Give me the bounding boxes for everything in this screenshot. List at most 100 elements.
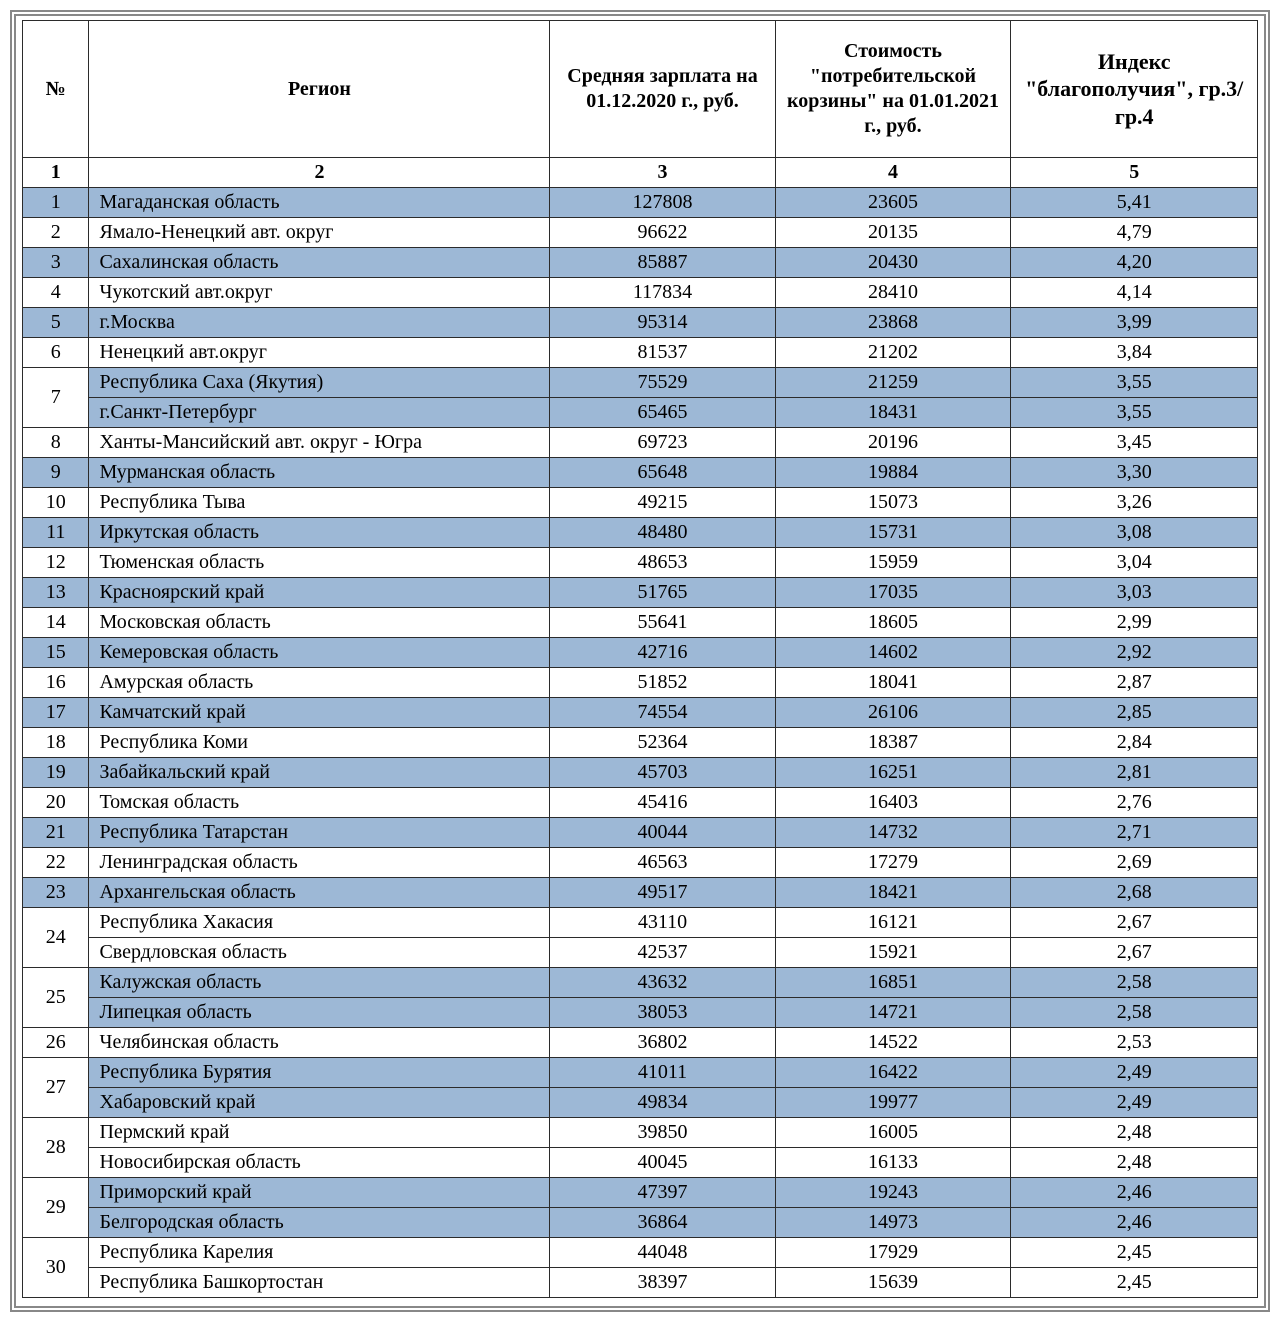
cell-salary: 48480 bbox=[550, 518, 775, 548]
cell-salary: 51852 bbox=[550, 668, 775, 698]
cell-number: 14 bbox=[23, 608, 89, 638]
cell-index: 2,49 bbox=[1011, 1058, 1258, 1088]
cell-region: Республика Саха (Якутия) bbox=[89, 368, 550, 398]
cell-cost: 20430 bbox=[775, 248, 1011, 278]
cell-cost: 15639 bbox=[775, 1268, 1011, 1298]
cell-index: 2,85 bbox=[1011, 698, 1258, 728]
table-row: 6Ненецкий авт.округ81537212023,84 bbox=[23, 338, 1258, 368]
cell-salary: 117834 bbox=[550, 278, 775, 308]
cell-number: 7 bbox=[23, 368, 89, 428]
cell-region: Кемеровская область bbox=[89, 638, 550, 668]
cell-cost: 15921 bbox=[775, 938, 1011, 968]
table-row: 29Приморский край47397192432,46 bbox=[23, 1178, 1258, 1208]
cell-cost: 14602 bbox=[775, 638, 1011, 668]
cell-salary: 36864 bbox=[550, 1208, 775, 1238]
cell-index: 2,49 bbox=[1011, 1088, 1258, 1118]
header-row: № Регион Средняя зарплата на 01.12.2020 … bbox=[23, 21, 1258, 158]
cell-region: Сахалинская область bbox=[89, 248, 550, 278]
header-cost: Стоимость "потребительской корзины" на 0… bbox=[775, 21, 1011, 158]
header-num: № bbox=[23, 21, 89, 158]
cell-region: Республика Башкортостан bbox=[89, 1268, 550, 1298]
cell-index: 3,45 bbox=[1011, 428, 1258, 458]
table-row: 16Амурская область51852180412,87 bbox=[23, 668, 1258, 698]
cell-salary: 45703 bbox=[550, 758, 775, 788]
table-row: 10Республика Тыва49215150733,26 bbox=[23, 488, 1258, 518]
table-frame: № Регион Средняя зарплата на 01.12.2020 … bbox=[10, 10, 1270, 1312]
cell-region: Республика Хакасия bbox=[89, 908, 550, 938]
table-row: 5г.Москва95314238683,99 bbox=[23, 308, 1258, 338]
cell-region: Калужская область bbox=[89, 968, 550, 998]
table-row: 9Мурманская область65648198843,30 bbox=[23, 458, 1258, 488]
table-row: 21Республика Татарстан40044147322,71 bbox=[23, 818, 1258, 848]
table-body: 1 2 3 4 5 1Магаданская область1278082360… bbox=[23, 158, 1258, 1298]
cell-index: 2,45 bbox=[1011, 1268, 1258, 1298]
cell-cost: 14721 bbox=[775, 998, 1011, 1028]
cell-index: 3,08 bbox=[1011, 518, 1258, 548]
cell-salary: 52364 bbox=[550, 728, 775, 758]
colnum-4: 4 bbox=[775, 158, 1011, 188]
cell-number: 17 bbox=[23, 698, 89, 728]
cell-number: 28 bbox=[23, 1118, 89, 1178]
cell-salary: 40044 bbox=[550, 818, 775, 848]
cell-region: Ямало-Ненецкий авт. округ bbox=[89, 218, 550, 248]
cell-index: 3,55 bbox=[1011, 368, 1258, 398]
cell-region: Тюменская область bbox=[89, 548, 550, 578]
cell-cost: 15959 bbox=[775, 548, 1011, 578]
cell-salary: 69723 bbox=[550, 428, 775, 458]
table-row: 1Магаданская область127808236055,41 bbox=[23, 188, 1258, 218]
cell-index: 3,30 bbox=[1011, 458, 1258, 488]
cell-cost: 19884 bbox=[775, 458, 1011, 488]
cell-salary: 48653 bbox=[550, 548, 775, 578]
cell-region: Московская область bbox=[89, 608, 550, 638]
cell-cost: 23868 bbox=[775, 308, 1011, 338]
cell-cost: 26106 bbox=[775, 698, 1011, 728]
cell-region: Новосибирская область bbox=[89, 1148, 550, 1178]
cell-cost: 18605 bbox=[775, 608, 1011, 638]
table-row: 18Республика Коми52364183872,84 bbox=[23, 728, 1258, 758]
cell-cost: 18431 bbox=[775, 398, 1011, 428]
cell-region: Челябинская область bbox=[89, 1028, 550, 1058]
cell-cost: 17035 bbox=[775, 578, 1011, 608]
cell-region: Красноярский край bbox=[89, 578, 550, 608]
cell-index: 2,68 bbox=[1011, 878, 1258, 908]
header-region: Регион bbox=[89, 21, 550, 158]
table-row: 23Архангельская область49517184212,68 bbox=[23, 878, 1258, 908]
cell-number: 5 bbox=[23, 308, 89, 338]
cell-region: Липецкая область bbox=[89, 998, 550, 1028]
cell-region: Свердловская область bbox=[89, 938, 550, 968]
table-row: 14Московская область55641186052,99 bbox=[23, 608, 1258, 638]
cell-number: 9 bbox=[23, 458, 89, 488]
cell-salary: 85887 bbox=[550, 248, 775, 278]
colnum-3: 3 bbox=[550, 158, 775, 188]
cell-salary: 55641 bbox=[550, 608, 775, 638]
cell-region: Иркутская область bbox=[89, 518, 550, 548]
cell-number: 6 bbox=[23, 338, 89, 368]
cell-region: Белгородская область bbox=[89, 1208, 550, 1238]
cell-index: 2,67 bbox=[1011, 908, 1258, 938]
cell-salary: 46563 bbox=[550, 848, 775, 878]
cell-index: 2,71 bbox=[1011, 818, 1258, 848]
table-row: Хабаровский край49834199772,49 bbox=[23, 1088, 1258, 1118]
cell-number: 30 bbox=[23, 1238, 89, 1298]
table-row: Республика Башкортостан38397156392,45 bbox=[23, 1268, 1258, 1298]
cell-region: Камчатский край bbox=[89, 698, 550, 728]
cell-index: 3,26 bbox=[1011, 488, 1258, 518]
cell-salary: 38053 bbox=[550, 998, 775, 1028]
cell-number: 22 bbox=[23, 848, 89, 878]
cell-salary: 44048 bbox=[550, 1238, 775, 1268]
cell-salary: 81537 bbox=[550, 338, 775, 368]
cell-cost: 14732 bbox=[775, 818, 1011, 848]
table-row: 24Республика Хакасия43110161212,67 bbox=[23, 908, 1258, 938]
cell-cost: 18387 bbox=[775, 728, 1011, 758]
cell-cost: 17929 bbox=[775, 1238, 1011, 1268]
cell-index: 2,46 bbox=[1011, 1208, 1258, 1238]
cell-region: г.Москва bbox=[89, 308, 550, 338]
cell-salary: 43110 bbox=[550, 908, 775, 938]
cell-index: 3,99 bbox=[1011, 308, 1258, 338]
cell-index: 2,53 bbox=[1011, 1028, 1258, 1058]
cell-number: 23 bbox=[23, 878, 89, 908]
cell-number: 18 bbox=[23, 728, 89, 758]
cell-number: 21 bbox=[23, 818, 89, 848]
cell-region: Ленинградская область bbox=[89, 848, 550, 878]
table-row: 4Чукотский авт.округ117834284104,14 bbox=[23, 278, 1258, 308]
